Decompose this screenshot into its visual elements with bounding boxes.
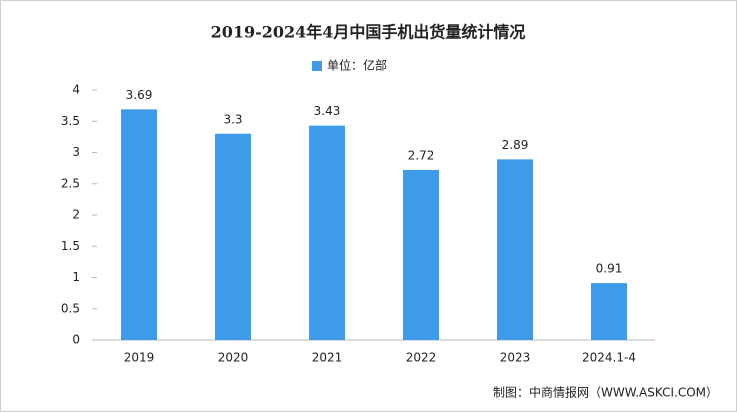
x-tick-label: 2024.1-4 <box>582 351 636 365</box>
source: 制图：中商情报网（WWW.ASKCI.COM） <box>493 385 718 400</box>
data-label: 0.91 <box>596 262 623 276</box>
y-tick-label: 3.5 <box>61 114 80 128</box>
y-tick-label: 1 <box>72 270 80 284</box>
data-label: 3.69 <box>126 88 153 102</box>
legend-label: 单位：亿部 <box>327 58 387 73</box>
x-tick-label: 2022 <box>406 351 437 365</box>
y-tick-label: 2.5 <box>61 176 80 190</box>
data-label: 2.89 <box>502 138 529 152</box>
y-tick-label: 3 <box>72 145 80 159</box>
data-label: 3.43 <box>314 104 341 118</box>
y-tick-label: 4 <box>72 83 80 97</box>
y-tick-label: 1.5 <box>61 239 80 253</box>
y-tick-label: 2 <box>72 208 80 222</box>
legend-swatch <box>312 61 322 71</box>
x-tick-label: 2019 <box>124 351 155 365</box>
bar <box>215 133 251 340</box>
data-label: 2.72 <box>408 149 435 163</box>
bar <box>121 109 157 340</box>
x-tick-label: 2023 <box>500 351 531 365</box>
bar <box>403 170 439 340</box>
data-label: 3.3 <box>223 112 242 126</box>
bar <box>309 125 345 340</box>
chart-title: 2019-2024年4月中国手机出货量统计情况 <box>211 23 526 42</box>
bar <box>591 283 627 340</box>
y-tick-label: 0.5 <box>61 301 80 315</box>
x-tick-label: 2020 <box>218 351 249 365</box>
x-tick-label: 2021 <box>312 351 343 365</box>
y-tick-label: 0 <box>72 333 80 347</box>
bar <box>497 159 533 340</box>
